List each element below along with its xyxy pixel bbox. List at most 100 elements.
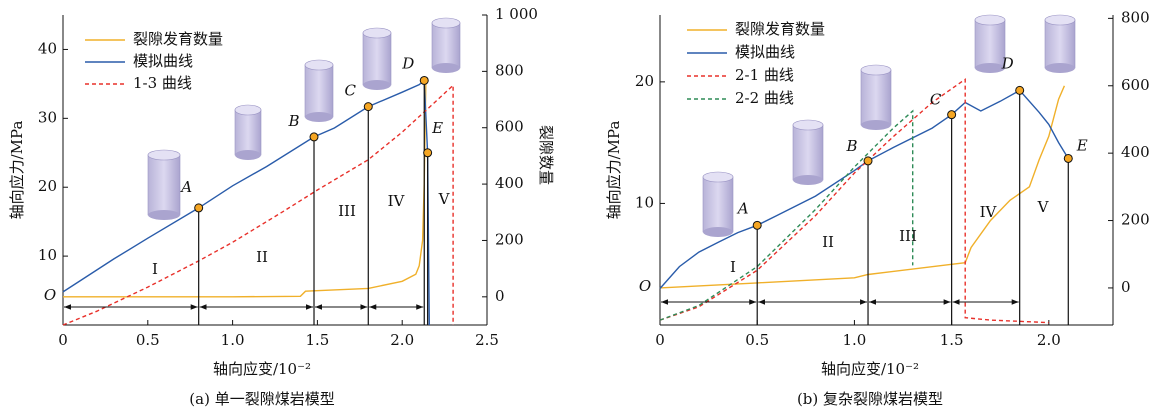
specimen-icon [362, 27, 392, 90]
series-line [659, 85, 1066, 289]
specimen-top [792, 119, 824, 131]
legend-label: 2-2 曲线 [735, 89, 794, 107]
x-tick-label: 1.0 [842, 331, 866, 349]
y2-tick-label: 1 000 [495, 5, 538, 23]
point-label: C [930, 91, 942, 109]
specimen-icon [147, 149, 181, 220]
stage-label: II [256, 248, 268, 266]
x-tick-label: 0.5 [745, 331, 769, 349]
stage-label: V [438, 190, 451, 208]
x-tick-label: 0 [655, 331, 665, 349]
y2-tick-label: 400 [1121, 143, 1150, 161]
specimen-bottom [861, 120, 891, 130]
stage-label: IV [388, 192, 406, 210]
x-tick-label: 2.5 [475, 331, 499, 349]
key-point [309, 132, 319, 142]
specimen-body [792, 124, 824, 181]
y2-tick-label: 800 [1121, 8, 1150, 26]
x-tick-label: 1.5 [305, 331, 329, 349]
specimen-icon [304, 59, 334, 122]
caption: (a) 单一裂隙煤岩模型 [189, 390, 334, 408]
specimen-icon [860, 64, 892, 130]
specimen-top [431, 17, 461, 29]
specimen-body [431, 22, 461, 69]
y2-tick-label: 200 [495, 230, 524, 248]
legend-label: 2-1 曲线 [735, 66, 794, 84]
legend-label: 裂隙发育数量 [133, 30, 223, 48]
specimen-icon [792, 119, 824, 185]
legend-label: 模拟曲线 [133, 52, 193, 70]
point-label: B [287, 112, 299, 130]
specimen-icon [431, 17, 461, 73]
specimen-top [860, 64, 892, 76]
x-tick-label: 2.0 [1037, 331, 1061, 349]
legend-label: 裂隙发育数量 [735, 20, 825, 38]
specimen-bottom [703, 227, 733, 237]
caption: (b) 复杂裂隙煤岩模型 [797, 390, 943, 408]
specimen-body [702, 176, 734, 233]
legend-label: 1-3 曲线 [133, 74, 192, 92]
point-label: D [401, 54, 414, 72]
x-tick-label: 1.5 [940, 331, 964, 349]
stage-label: I [730, 258, 736, 276]
point-label: B [846, 137, 858, 155]
key-point [423, 148, 433, 158]
legend-label: 模拟曲线 [735, 43, 795, 61]
specimen-bottom [235, 150, 261, 160]
specimen-top [147, 149, 181, 161]
x-axis-title: 轴向应变/10⁻² [821, 360, 919, 378]
stage-label: II [822, 233, 834, 251]
specimen-top [304, 59, 334, 71]
specimen-icon [1044, 14, 1076, 73]
x-tick-label: 2.0 [390, 331, 414, 349]
key-point [947, 110, 957, 120]
y-tick-label: 30 [38, 108, 57, 126]
key-point [1015, 85, 1025, 95]
series-line [62, 83, 454, 326]
y-tick-label: 10 [635, 193, 654, 211]
stage-label: III [899, 227, 917, 245]
point-label: A [179, 178, 192, 196]
y-tick-label: 10 [38, 246, 57, 264]
x-axis-title: 轴向应变/10⁻² [213, 360, 311, 378]
series-line [659, 109, 914, 321]
y2-tick-label: 800 [495, 61, 524, 79]
specimen-body [362, 32, 392, 86]
y2-tick-label: 600 [1121, 76, 1150, 94]
y-tick-label: 20 [635, 72, 654, 90]
y-tick-label: 40 [38, 39, 57, 57]
series-line [63, 79, 427, 298]
x-tick-label: 0.5 [136, 331, 160, 349]
specimen-top [974, 14, 1006, 26]
y2-tick-label: 0 [1121, 278, 1131, 296]
key-point [752, 220, 762, 230]
y-axis-title: 轴向应力/MPa [605, 121, 623, 220]
point-label: D [1001, 54, 1014, 72]
point-label: A [736, 199, 749, 217]
key-point [419, 75, 429, 85]
specimen-bottom [975, 63, 1005, 73]
specimen-body [147, 154, 181, 216]
y2-tick-label: 600 [495, 118, 524, 136]
y2-tick-label: 0 [495, 287, 505, 305]
specimen-body [234, 109, 262, 156]
specimen-bottom [363, 80, 391, 90]
specimen-top [1044, 14, 1076, 26]
x-tick-label: 1.0 [221, 331, 245, 349]
specimen-bottom [305, 112, 333, 122]
origin-label: O [639, 277, 651, 295]
stage-label: I [152, 260, 158, 278]
key-point [863, 156, 873, 166]
specimen-body [860, 69, 892, 126]
specimen-bottom [793, 175, 823, 185]
specimen-body [1044, 19, 1076, 69]
specimen-top [702, 171, 734, 183]
key-point [1063, 153, 1073, 163]
y2-tick-label: 400 [495, 174, 524, 192]
key-point [194, 203, 204, 213]
specimen-top [362, 27, 392, 39]
series-line [659, 78, 1049, 324]
point-label: E [431, 119, 443, 137]
y-tick-label: 20 [38, 177, 57, 195]
